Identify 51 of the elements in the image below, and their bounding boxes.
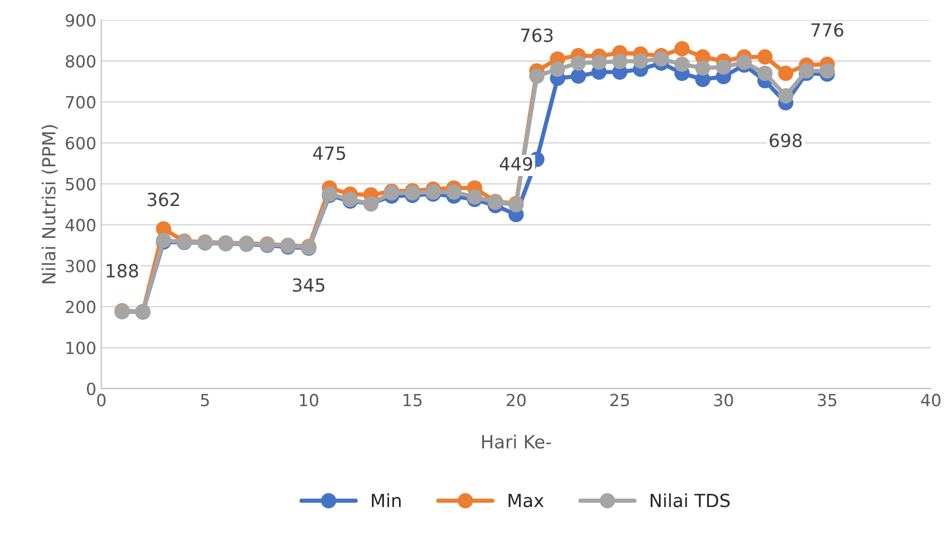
point	[654, 51, 669, 67]
annotation: 449	[500, 157, 532, 171]
annotation: 763	[521, 28, 553, 42]
point	[736, 54, 752, 70]
x-tick-label: 15	[404, 394, 422, 406]
point	[674, 56, 690, 72]
x-tick-label: 10	[300, 394, 318, 406]
x-tick-label: 40	[921, 394, 940, 406]
y-tick-label: 400	[65, 218, 96, 232]
point	[446, 184, 462, 200]
legend-label: Nilai TDS	[650, 493, 730, 508]
y-tick-label: 0	[86, 382, 96, 396]
point	[716, 60, 732, 75]
point	[695, 60, 710, 76]
point	[591, 54, 607, 70]
x-axis-title: Hari Ke-	[482, 434, 551, 449]
point	[757, 66, 773, 81]
legend-label: Max	[508, 494, 544, 508]
y-tick-label: 100	[66, 342, 96, 354]
y-tick-label: 900	[66, 14, 96, 27]
x-tick-label: 30	[714, 394, 734, 406]
annotation: 776	[811, 23, 844, 37]
annotation: 475	[313, 146, 346, 160]
point	[570, 68, 586, 84]
point	[778, 88, 794, 104]
y-tick-label: 300	[66, 260, 96, 272]
point	[632, 53, 648, 69]
point	[757, 49, 773, 65]
y-tick-label: 800	[66, 54, 96, 68]
y-tick-label: 700	[66, 96, 96, 109]
point	[550, 62, 566, 77]
x-tick-label: 5	[201, 394, 209, 406]
point	[612, 54, 628, 70]
point	[570, 55, 586, 71]
point	[778, 66, 794, 81]
x-tick-label: 0	[97, 394, 106, 406]
annotation: 698	[770, 134, 802, 148]
annotation: 362	[148, 192, 179, 206]
y-axis-title: Nilai Nutrisi (PPM)	[42, 125, 58, 284]
y-tick-label: 200	[66, 300, 96, 314]
point	[674, 41, 690, 56]
annotation: 188	[106, 264, 138, 278]
x-tick-label: 25	[610, 394, 629, 406]
x-tick-label: 35	[818, 394, 836, 406]
annotation: 345	[292, 278, 324, 292]
y-tick-label: 500	[66, 178, 96, 190]
point	[820, 63, 835, 78]
y-tick-label: 600	[66, 136, 96, 150]
legend-label: Min	[372, 493, 401, 508]
x-tick-label: 20	[506, 394, 526, 406]
point	[529, 68, 544, 84]
